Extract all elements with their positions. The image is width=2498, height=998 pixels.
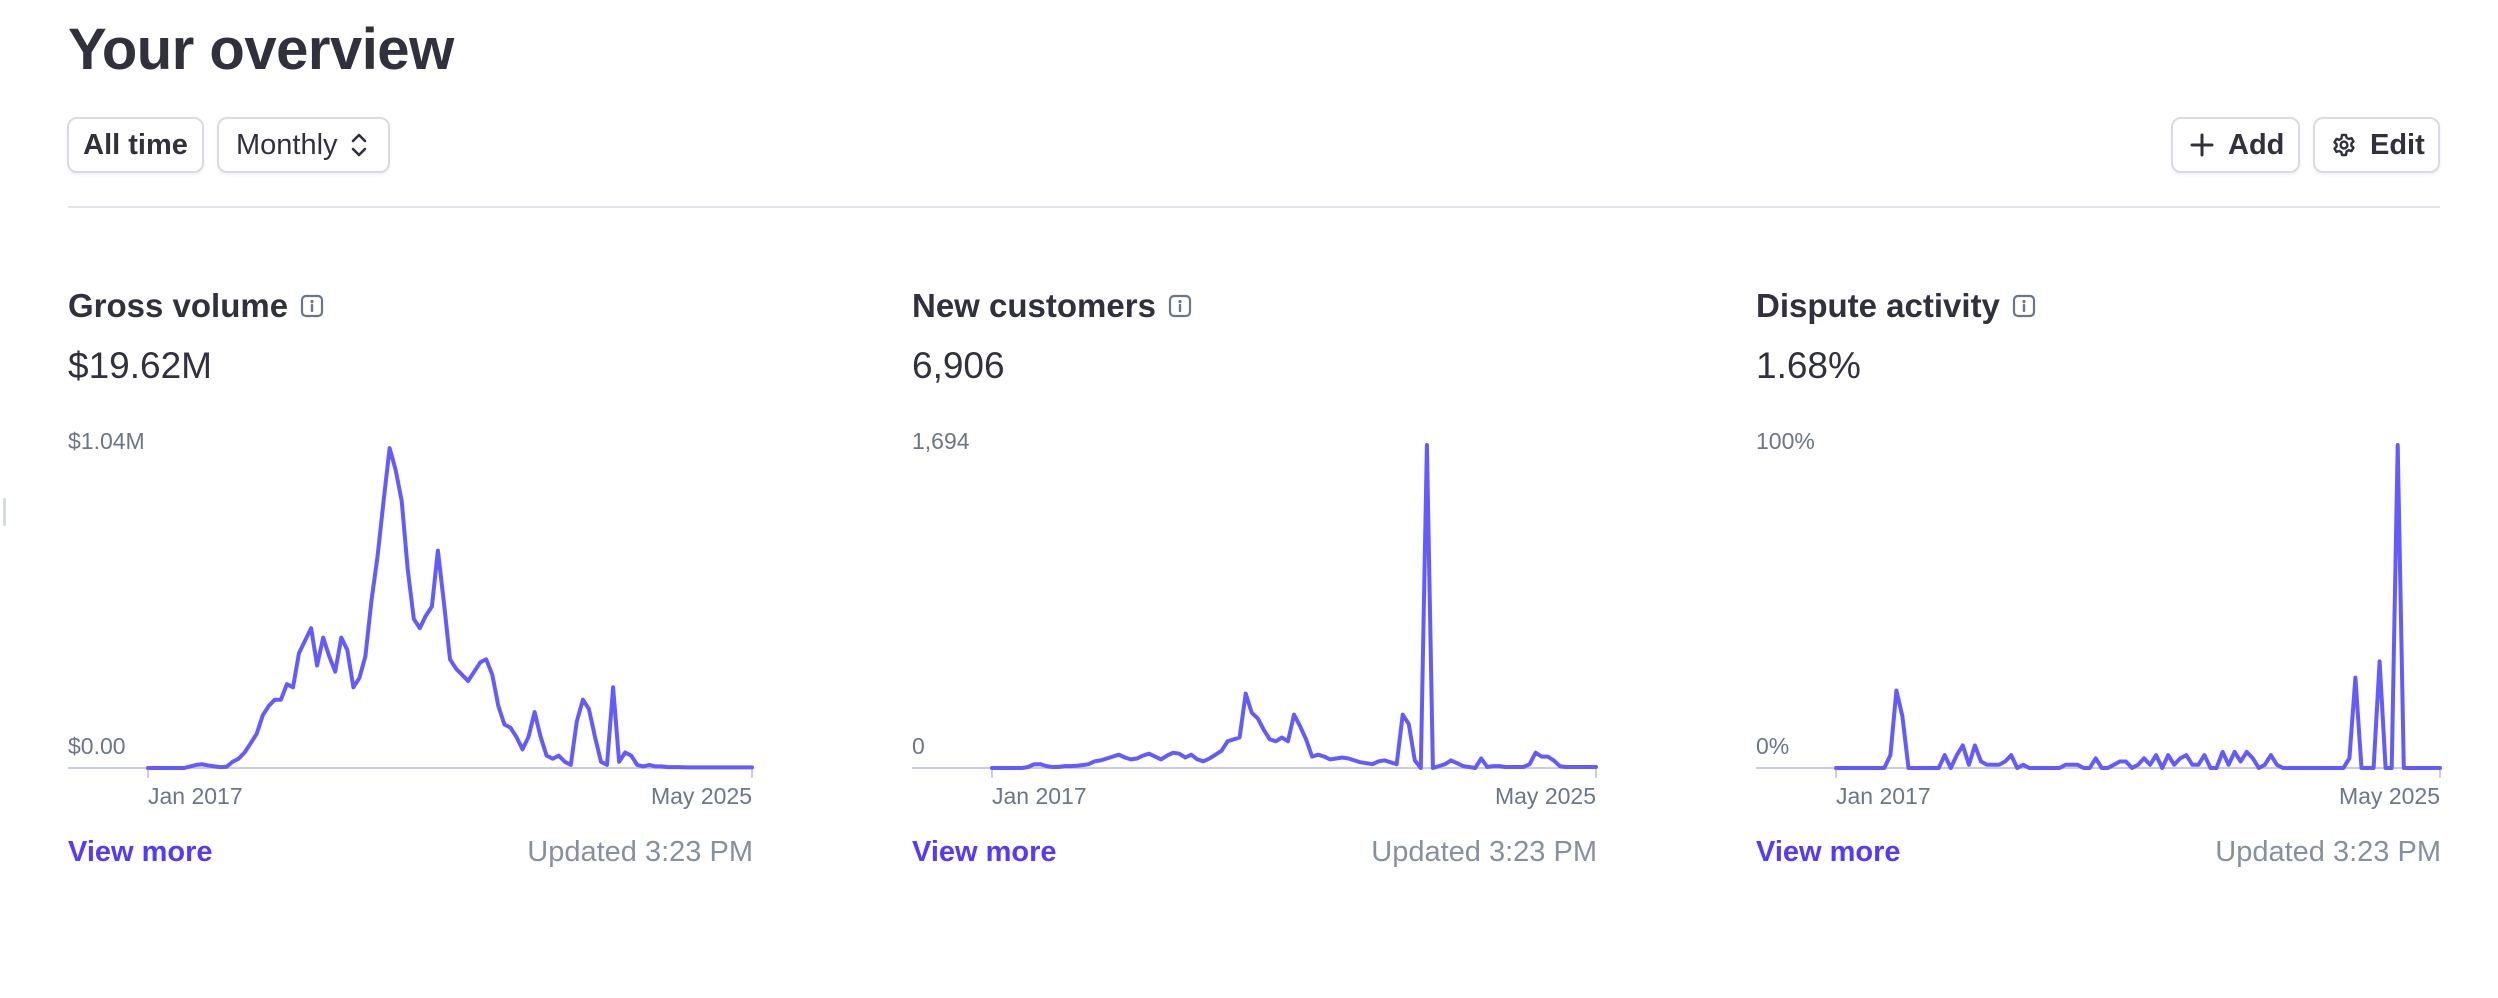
y-min-label: 0% [1756, 733, 1789, 759]
interval-select[interactable]: Monthly [217, 117, 390, 173]
updated-timestamp: Updated 3:23 PM [1371, 836, 1597, 868]
add-button[interactable]: Add [2171, 117, 2300, 173]
chevron-up-down-icon [350, 131, 368, 159]
x-end-label: May 2025 [1495, 783, 1596, 809]
y-max-label: $1.04M [68, 428, 145, 454]
card-title: New customers [912, 287, 1156, 324]
y-max-label: 1,694 [912, 428, 970, 454]
dispute-activity-series-line [1834, 443, 2442, 770]
y-min-label: $0.00 [68, 733, 126, 759]
new-customers-card: New customers 6,906 1,694 0 Jan 2017 May… [912, 280, 1598, 880]
gross-volume-card: Gross volume $19.62M $1.04M $0.00 Jan 20… [68, 280, 754, 880]
dispute-activity-card: Dispute activity 1.68% 100% 0% Jan 2017 … [1756, 280, 2442, 880]
add-label: Add [2228, 128, 2285, 161]
card-header: New customers [912, 284, 1192, 328]
header-divider [68, 206, 2440, 208]
updated-timestamp: Updated 3:23 PM [527, 836, 753, 868]
gross-volume-series-line [146, 446, 754, 770]
edit-label: Edit [2370, 128, 2425, 161]
info-icon[interactable] [300, 294, 324, 318]
view-more-link[interactable]: View more [1756, 836, 1901, 868]
x-start-label: Jan 2017 [148, 783, 243, 809]
page-title: Your overview [68, 17, 454, 82]
new-customers-chart[interactable]: 1,694 0 Jan 2017 May 2025 [912, 428, 1598, 809]
x-end-label: May 2025 [2339, 783, 2440, 809]
gear-icon [2332, 133, 2356, 157]
x-start-label: Jan 2017 [992, 783, 1087, 809]
date-range-label: All time [83, 128, 188, 161]
view-more-link[interactable]: View more [68, 836, 213, 868]
card-value: $19.62M [68, 345, 212, 386]
edit-button[interactable]: Edit [2313, 117, 2440, 173]
y-max-label: 100% [1756, 428, 1815, 454]
view-more-link[interactable]: View more [912, 836, 1057, 868]
card-header: Gross volume [68, 284, 324, 328]
interval-label: Monthly [236, 128, 338, 161]
card-value: 1.68% [1756, 345, 1861, 386]
new-customers-series-line [990, 443, 1598, 770]
card-value: 6,906 [912, 345, 1005, 386]
x-start-label: Jan 2017 [1836, 783, 1931, 809]
card-title: Gross volume [68, 287, 289, 324]
info-icon[interactable] [2012, 294, 2036, 318]
resize-handle[interactable] [3, 498, 6, 526]
date-range-button[interactable]: All time [67, 117, 204, 173]
updated-timestamp: Updated 3:23 PM [2215, 836, 2441, 868]
plus-icon [2190, 133, 2214, 157]
x-end-label: May 2025 [651, 783, 752, 809]
card-header: Dispute activity [1756, 284, 2036, 328]
gross-volume-chart[interactable]: $1.04M $0.00 Jan 2017 May 2025 [68, 428, 754, 809]
info-icon[interactable] [1168, 294, 1192, 318]
card-title: Dispute activity [1756, 287, 2000, 324]
dispute-activity-chart[interactable]: 100% 0% Jan 2017 May 2025 [1756, 428, 2442, 809]
y-min-label: 0 [912, 733, 925, 759]
